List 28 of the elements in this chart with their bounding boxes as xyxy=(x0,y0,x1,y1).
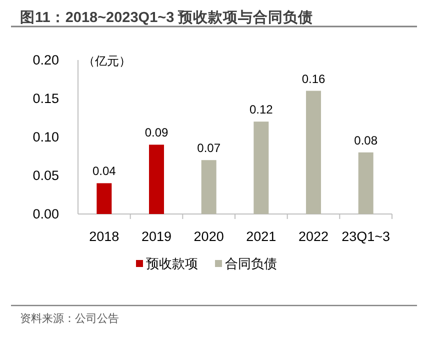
legend-label: 合同负债 xyxy=(225,256,277,271)
x-tick-label: 2020 xyxy=(194,229,224,244)
bar xyxy=(254,122,269,214)
data-label: 0.12 xyxy=(249,102,274,117)
data-label: 0.08 xyxy=(354,133,378,148)
x-tick-label: 23Q1~3 xyxy=(342,229,390,244)
x-tick-label: 2019 xyxy=(141,229,172,244)
data-label: 0.09 xyxy=(144,126,168,140)
x-tick-label: 2022 xyxy=(298,229,329,244)
x-tick-label: 2021 xyxy=(246,229,276,244)
bar xyxy=(306,90,321,214)
data-label: 0.04 xyxy=(92,164,116,178)
bar xyxy=(149,144,164,214)
data-label: 0.16 xyxy=(302,72,326,86)
y-tick-label: 0.15 xyxy=(32,91,59,106)
y-tick-label: 0.20 xyxy=(32,52,59,68)
x-tick-label: 2018 xyxy=(89,229,120,244)
bar xyxy=(201,160,216,214)
legend-label: 预收款项 xyxy=(146,256,198,271)
chart-title: 图11：2018~2023Q1~3 预收款项与合同负债 xyxy=(20,9,314,26)
bar xyxy=(358,152,374,214)
text: 资料来源：公司公告 xyxy=(20,312,119,325)
y-tick-label: 0.10 xyxy=(32,130,59,144)
bar xyxy=(96,183,112,214)
data-label: 0.07 xyxy=(197,141,221,156)
y-tick-label: 0.00 xyxy=(32,206,59,222)
y-tick-label: 0.05 xyxy=(32,168,59,183)
y-axis-title: （亿元） xyxy=(83,54,131,68)
